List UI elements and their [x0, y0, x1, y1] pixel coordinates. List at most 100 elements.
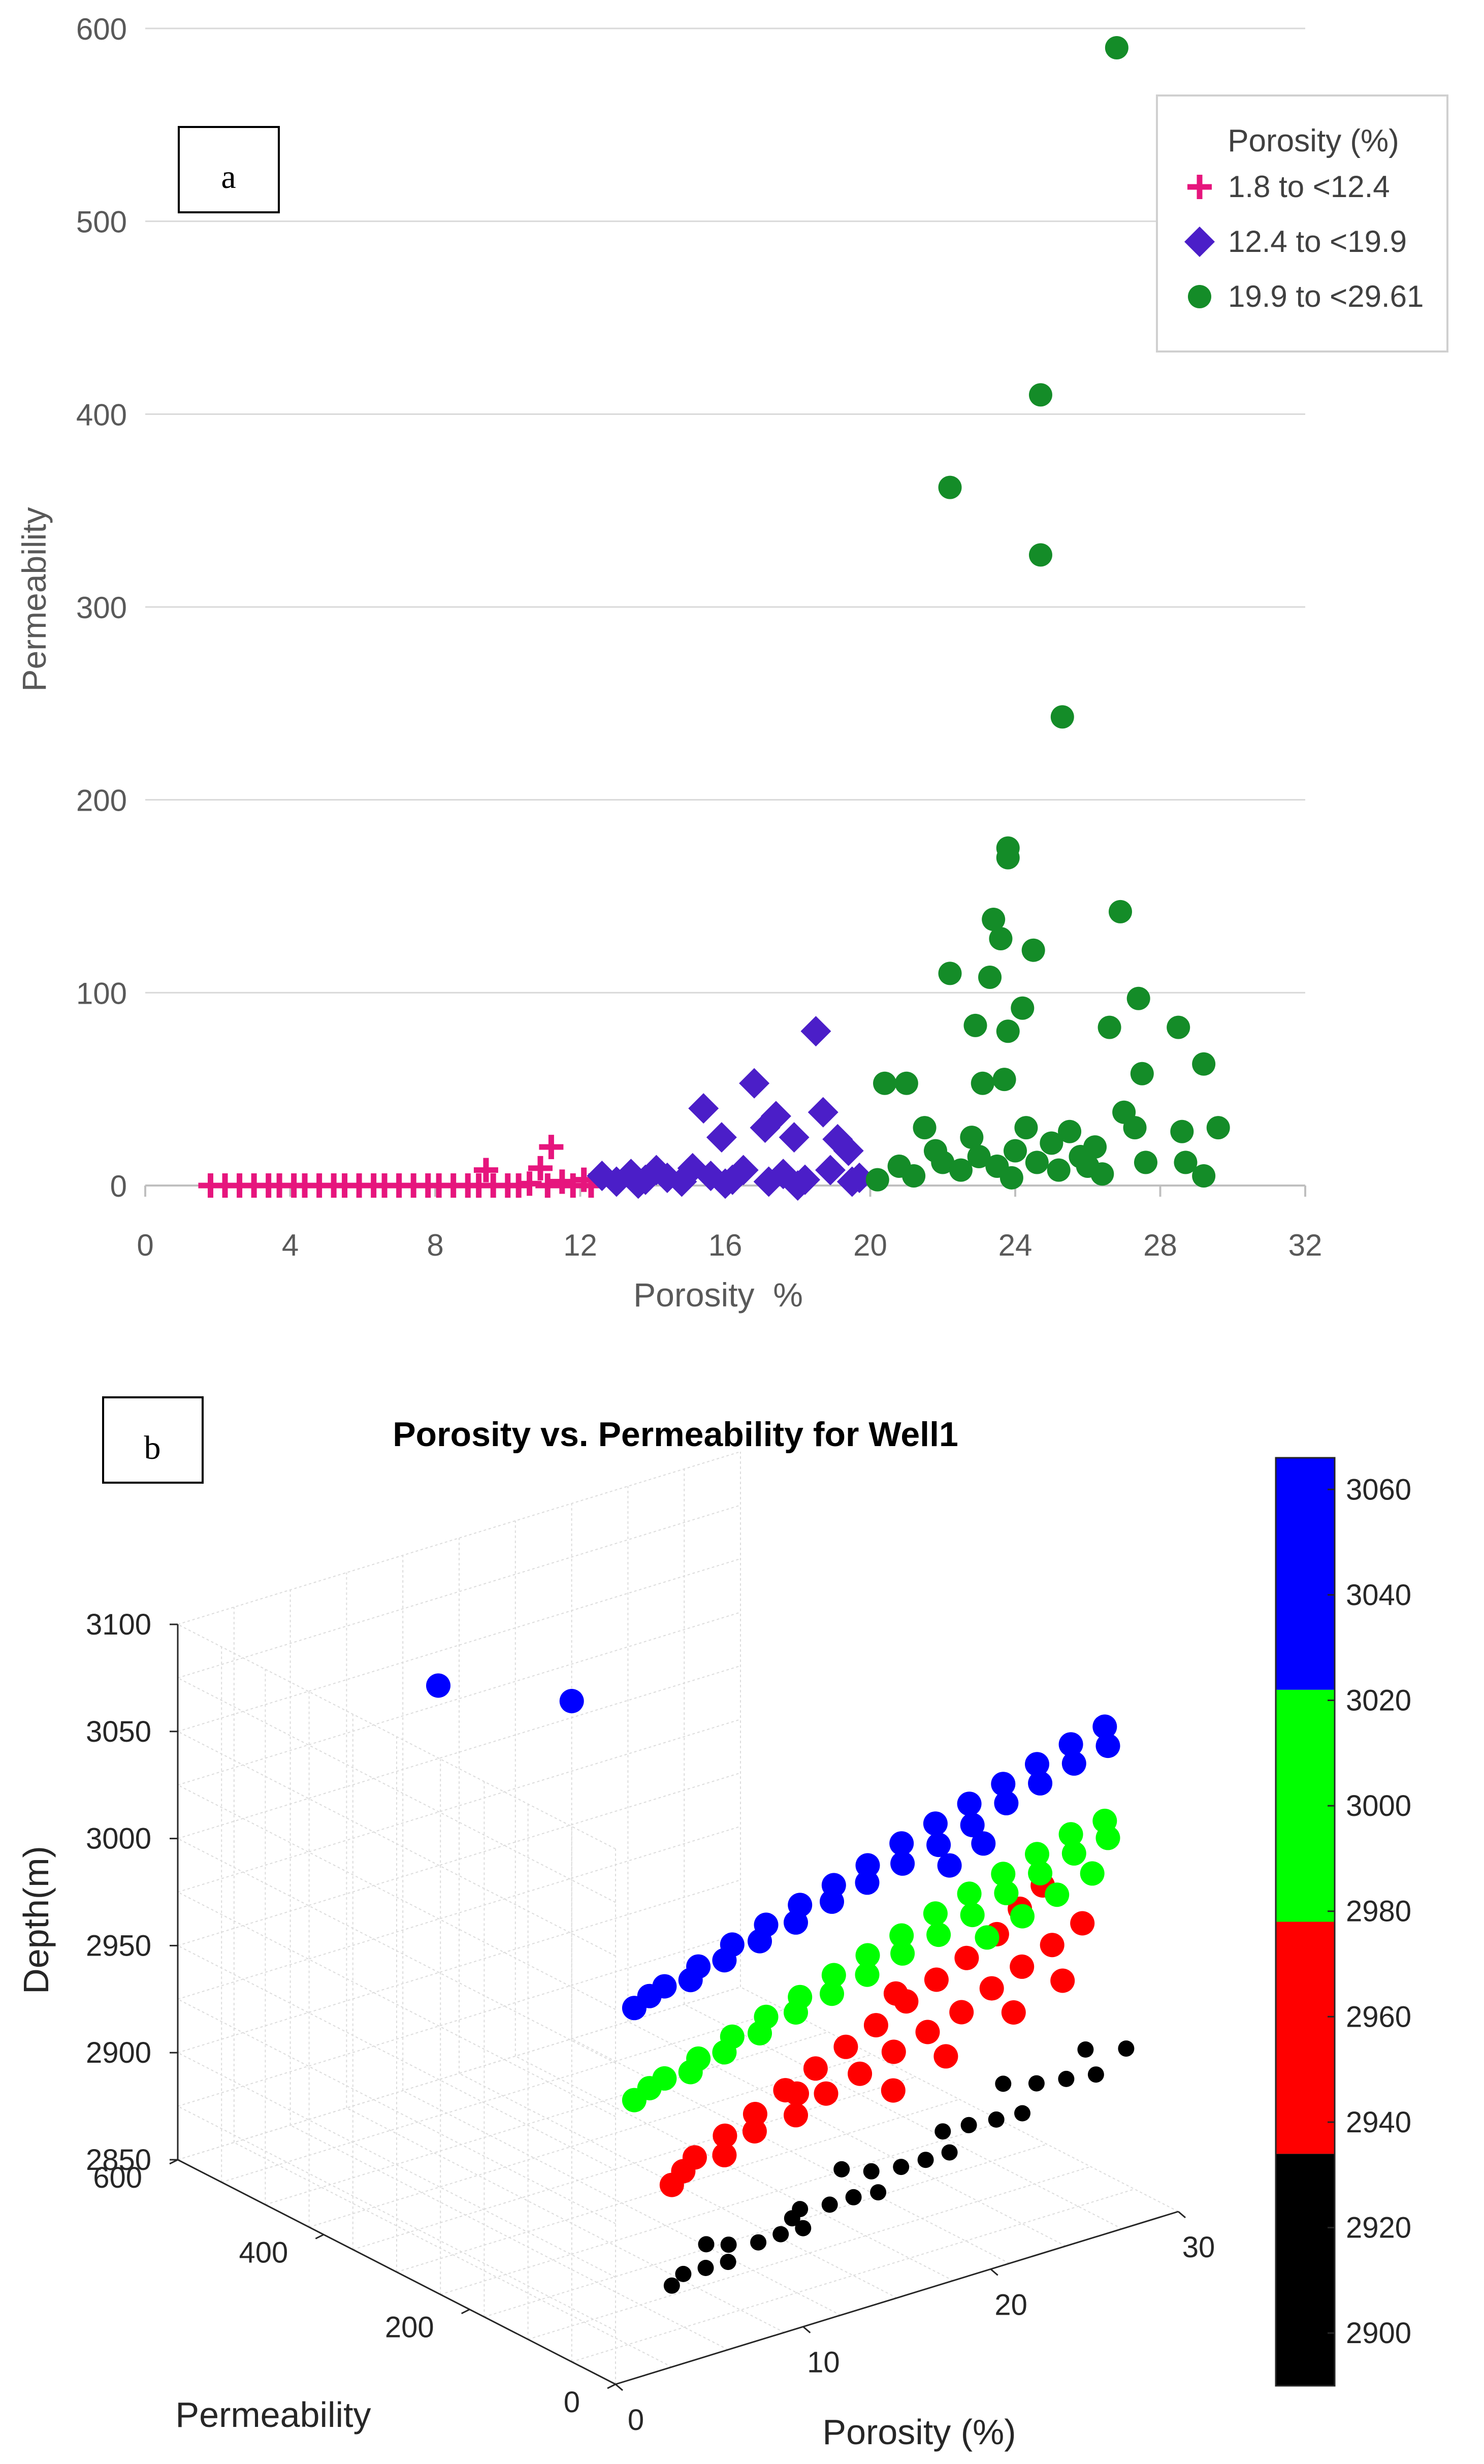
b-data-point	[748, 2021, 772, 2045]
b-data-point	[1095, 1826, 1120, 1850]
b-y-axis-label: Permeability	[175, 2395, 371, 2435]
b-data-point	[712, 2040, 737, 2065]
b-colorbar-segment	[1276, 1458, 1335, 1690]
b-z-tick-label: 2950	[86, 1929, 151, 1962]
a-data-point-circle	[873, 1071, 897, 1095]
a-data-point-circle	[1040, 1131, 1063, 1155]
a-data-point-circle	[1206, 1116, 1230, 1140]
b-data-point	[957, 1881, 982, 1906]
b-data-point	[713, 2123, 737, 2148]
b-colorbar: 2900 2920 2940 2960 2980 3000 3020 3040 3060	[1275, 1457, 1411, 2387]
b-side-gridline	[177, 2105, 616, 2331]
b-data-point	[995, 2075, 1012, 2092]
b-data-point	[784, 2210, 800, 2227]
b-back-gridline	[177, 1879, 741, 2054]
b-data-point	[994, 1790, 1019, 1815]
a-data-point-diamond	[779, 1122, 810, 1153]
b-data-point	[820, 1889, 844, 1914]
a-data-point-circle	[1123, 1116, 1147, 1140]
a-legend-label: 19.9 to <29.61	[1228, 279, 1424, 313]
b-data-point	[803, 2056, 828, 2081]
a-data-point-diamond	[833, 1135, 864, 1166]
a-data-points	[198, 36, 1230, 1201]
b-data-point	[889, 1831, 914, 1856]
b-back-gridline	[177, 1772, 741, 1946]
a-legend-items: 1.8 to <12.4 12.4 to <19.9 19.9 to <29.61	[1184, 170, 1424, 313]
a-x-tick-label: 4	[282, 1228, 299, 1262]
b-data-point	[915, 2020, 940, 2044]
b-data-point	[814, 2081, 838, 2106]
b-floor-gridline	[396, 2099, 960, 2273]
b-floor-gridline	[177, 1987, 741, 2160]
b-data-point	[855, 1853, 880, 1878]
b-z-tick-label: 3050	[86, 1715, 151, 1748]
b-data-point	[1040, 1933, 1064, 1958]
b-y-axis-line	[177, 2159, 616, 2385]
b-data-point	[960, 2117, 977, 2133]
b-data-point	[1045, 1882, 1070, 1907]
b-data-point	[855, 1943, 880, 1968]
b-floor-gridline	[440, 2121, 1004, 2295]
b-data-point	[1001, 2000, 1026, 2025]
b-colorbar-frame	[1275, 1457, 1336, 2387]
a-data-point-circle	[1028, 543, 1052, 567]
b-x-tick	[615, 2383, 623, 2391]
b-colorbar-segment	[1276, 1689, 1335, 1922]
b-back-gridline	[177, 1665, 741, 1839]
a-x-tick-label: 0	[137, 1228, 153, 1262]
a-data-point-circle	[1130, 1062, 1154, 1085]
a-data-point-circle	[1004, 1139, 1027, 1163]
b-data-point	[890, 1941, 915, 1966]
b-data-point	[712, 2142, 737, 2167]
b-data-point	[426, 1673, 450, 1698]
a-data-point-circle	[1126, 986, 1150, 1010]
b-floor-gridline	[352, 2076, 916, 2250]
b-side-gridline	[177, 1731, 616, 1957]
a-data-point-diamond	[688, 1093, 719, 1124]
a-data-point-circle	[1134, 1150, 1157, 1174]
b-data-point	[698, 2236, 715, 2253]
a-panel-label: a	[221, 158, 236, 196]
b-data-point	[889, 1923, 914, 1948]
b-data-point	[1061, 1751, 1086, 1776]
b-3d-axes	[169, 1623, 1186, 2391]
b-data-point	[924, 1967, 949, 1992]
b-data-point	[933, 2044, 958, 2069]
b-data-point	[559, 1689, 584, 1713]
b-data-point	[960, 1813, 985, 1838]
b-colorbar-tick-label: 3000	[1346, 1789, 1411, 1822]
b-back-gridline	[177, 1451, 741, 1625]
b-data-point	[971, 1831, 996, 1856]
a-data-point-diamond	[808, 1097, 838, 1128]
a-data-point-circle	[1170, 1119, 1194, 1143]
b-y-tick-label: 400	[239, 2236, 288, 2269]
b-floor-gridline	[571, 2038, 1010, 2264]
a-data-point-circle	[1076, 1155, 1100, 1178]
a-y-tick-label: 600	[76, 12, 127, 46]
b-data-point	[926, 1833, 951, 1858]
a-data-point-circle	[960, 1126, 984, 1149]
a-legend-marker-diamond	[1184, 227, 1215, 257]
b-back-gridline	[177, 1933, 741, 2107]
a-y-tick-label: 100	[76, 976, 127, 1010]
b-data-point	[1025, 1752, 1049, 1777]
a-x-tick-label: 8	[427, 1228, 443, 1262]
b-x-tick-label: 20	[994, 2288, 1027, 2321]
b-data-point	[941, 2144, 958, 2161]
a-y-tick-label: 400	[76, 398, 127, 432]
b-data-point	[1010, 1954, 1035, 1979]
b-data-point	[1061, 1841, 1086, 1866]
b-data-point	[820, 1981, 844, 2006]
a-legend-marker-plus	[1187, 175, 1212, 199]
a-x-tick-label: 16	[708, 1228, 743, 1262]
b-data-point	[870, 2184, 887, 2201]
b-data-point	[1028, 1861, 1053, 1885]
a-data-point-circle	[989, 927, 1013, 951]
b-y-tick-label: 200	[385, 2311, 434, 2344]
a-data-point-circle	[996, 1019, 1020, 1043]
b-data-point	[1095, 1734, 1120, 1758]
b-data-point	[773, 2078, 798, 2103]
a-data-point-circle	[923, 1139, 947, 1163]
b-data-point	[1014, 2105, 1030, 2122]
b-colorbar-tick-label: 2940	[1346, 2106, 1411, 2139]
